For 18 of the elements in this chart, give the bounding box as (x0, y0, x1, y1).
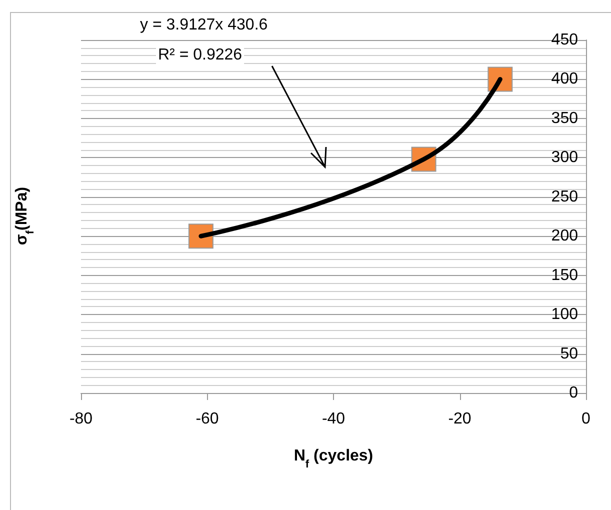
annotation: R² = 0.9226 (158, 46, 242, 64)
text: y = 3.9127x 430.6 (140, 16, 268, 34)
x-tick-label: -20 (448, 410, 472, 428)
y-tick-label: 50 (560, 345, 578, 362)
x-tick-label: -80 (69, 410, 93, 428)
x-tick-label: -60 (196, 410, 219, 428)
y-tick-label: 450 (551, 32, 578, 48)
x-tick-label: -40 (322, 410, 346, 428)
x-tick-label: 0 (582, 410, 591, 428)
y-tick-label: 150 (551, 266, 578, 284)
y-tick-label: 0 (569, 384, 578, 402)
y-tick-label: 250 (551, 188, 578, 206)
y-tick-label: 400 (551, 70, 578, 88)
y-tick-label: 300 (551, 149, 578, 166)
y-axis-title: σf(MPa) (14, 186, 36, 246)
y-tick-label: 100 (551, 306, 578, 324)
y-tick-label: 200 (551, 228, 578, 245)
y-tick-label: 350 (551, 110, 578, 127)
